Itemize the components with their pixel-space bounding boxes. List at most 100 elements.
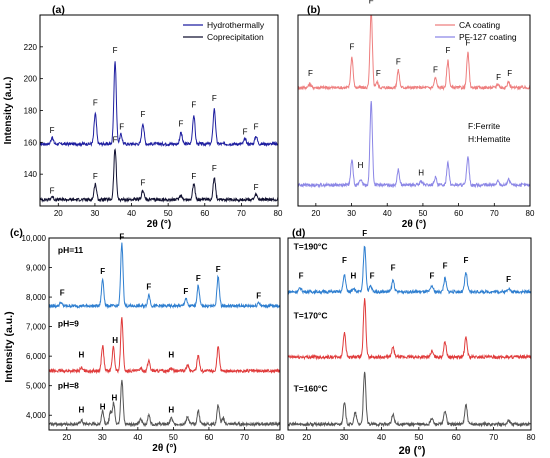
- x-tick-label: 70: [240, 433, 249, 442]
- y-axis-label: Intensity (a.u.): [3, 77, 14, 145]
- x-tick-label: 70: [490, 209, 499, 218]
- peak-label: F: [140, 178, 145, 187]
- peak-label: H: [168, 351, 174, 360]
- x-tick-label: 60: [204, 433, 213, 442]
- peak-label: H: [351, 271, 357, 280]
- peak-label: H: [112, 393, 118, 402]
- x-tick-label: 70: [237, 209, 246, 218]
- y-tick-label: 7,000: [26, 323, 47, 332]
- y-tick-label: 10,000: [22, 234, 47, 243]
- peak-label: F: [100, 267, 105, 276]
- peak-label: F: [445, 46, 450, 55]
- x-tick-label: 30: [90, 209, 99, 218]
- y-tick-label: 6,000: [26, 352, 47, 361]
- peak-label: F: [370, 271, 375, 280]
- x-tick-label: 40: [383, 209, 392, 218]
- peak-label: F: [349, 42, 354, 51]
- series-line-hydrothermally: [40, 61, 278, 148]
- chart-panel-d: 20 30 40 50 60 70 80(d)T=190°CT=170°CT=160°CFF…: [287, 227, 536, 442]
- peak-label: F: [93, 172, 98, 181]
- peak-label: F: [342, 256, 347, 265]
- plot-frame: [39, 14, 279, 207]
- plot-frame: [297, 14, 531, 207]
- series-line-ph-11: [49, 242, 280, 310]
- series-label: T=190°C: [294, 242, 328, 252]
- peak-label: H: [78, 351, 84, 360]
- x-axis-label: 2θ (°): [147, 219, 171, 230]
- plot-frame: [48, 237, 281, 431]
- x-tick-label: 20: [54, 209, 63, 218]
- peak-label: F: [506, 275, 511, 284]
- legend-entry: PF-127 coating: [459, 32, 517, 42]
- panel-label: (c): [10, 227, 23, 239]
- peak-label: F: [362, 229, 367, 238]
- peak-label: F: [113, 46, 118, 55]
- peak-label: F: [179, 119, 184, 128]
- peak-label: F: [507, 69, 512, 78]
- series-line-ph-9: [49, 317, 280, 375]
- peak-label: F: [212, 94, 217, 103]
- plot-frame: [287, 237, 532, 431]
- x-tick-label: 40: [127, 209, 136, 218]
- peak-label: F: [391, 264, 396, 273]
- peak-label: F: [119, 123, 124, 132]
- x-tick-label: 60: [452, 433, 461, 442]
- y-tick-label: 220: [24, 43, 38, 52]
- peak-label: F: [443, 262, 448, 271]
- y-tick-label: 8,000: [26, 293, 47, 302]
- series-line-pf-127-coating: [298, 101, 530, 189]
- peak-label: F: [496, 73, 501, 82]
- x-tick-label: 80: [527, 433, 536, 442]
- panel-label: (a): [52, 4, 65, 16]
- x-tick-label: 70: [489, 433, 498, 442]
- series-line-t-170-c: [288, 298, 531, 361]
- peak-label: F: [50, 186, 55, 195]
- legend-entry: CA coating: [459, 20, 500, 30]
- x-tick-label: 80: [276, 433, 285, 442]
- series-line-ca-coating: [298, 15, 530, 91]
- peak-label: F: [299, 271, 304, 280]
- series-label: pH=8: [58, 381, 79, 391]
- peak-label: H: [100, 402, 106, 411]
- x-tick-label: 80: [274, 209, 283, 218]
- peak-label: F: [256, 292, 261, 301]
- legend-note: F:Ferrite: [468, 121, 500, 131]
- x-tick-label: 60: [454, 209, 463, 218]
- peak-label: F: [60, 289, 65, 298]
- peak-label: F: [308, 69, 313, 78]
- peak-label: F: [140, 110, 145, 119]
- peak-label: F: [183, 287, 188, 296]
- peak-label: F: [369, 0, 374, 6]
- peak-label: F: [119, 232, 124, 241]
- peak-label: F: [429, 271, 434, 280]
- peak-label: F: [396, 58, 401, 67]
- x-tick-label: 20: [62, 433, 71, 442]
- x-tick-label: 50: [418, 209, 427, 218]
- y-tick-label: 9,000: [26, 264, 47, 273]
- x-tick-label: 20: [311, 209, 320, 218]
- chart-panel-c: 20 30 40 50 60 70 80 4,000 5,000 6,000 7,000 8,000 9…: [10, 227, 285, 454]
- series-label: T=160°C: [294, 384, 328, 394]
- x-tick-label: 50: [414, 433, 423, 442]
- peak-label: F: [196, 274, 201, 283]
- y-tick-label: 5,000: [26, 382, 47, 391]
- peak-label: F: [433, 65, 438, 74]
- peak-label: F: [50, 126, 55, 135]
- x-tick-label: 30: [98, 433, 107, 442]
- panel-label: (b): [307, 4, 320, 16]
- peak-label: F: [146, 283, 151, 292]
- y-tick-label: 200: [24, 75, 38, 84]
- x-tick-label: 30: [347, 209, 356, 218]
- peak-label: F: [216, 265, 221, 274]
- series-label: pH=9: [58, 319, 79, 329]
- shared-y-axis-label: Intensity (a.u.): [3, 311, 15, 382]
- x-tick-label: 40: [377, 433, 386, 442]
- peak-label: F: [243, 127, 248, 136]
- series-line-coprecipitation: [40, 148, 278, 203]
- peak-label: H: [78, 405, 84, 414]
- panel-label: (d): [292, 227, 305, 239]
- x-axis-label: 2θ (°): [402, 219, 426, 230]
- x-tick-label: 30: [340, 433, 349, 442]
- peak-label: F: [93, 99, 98, 108]
